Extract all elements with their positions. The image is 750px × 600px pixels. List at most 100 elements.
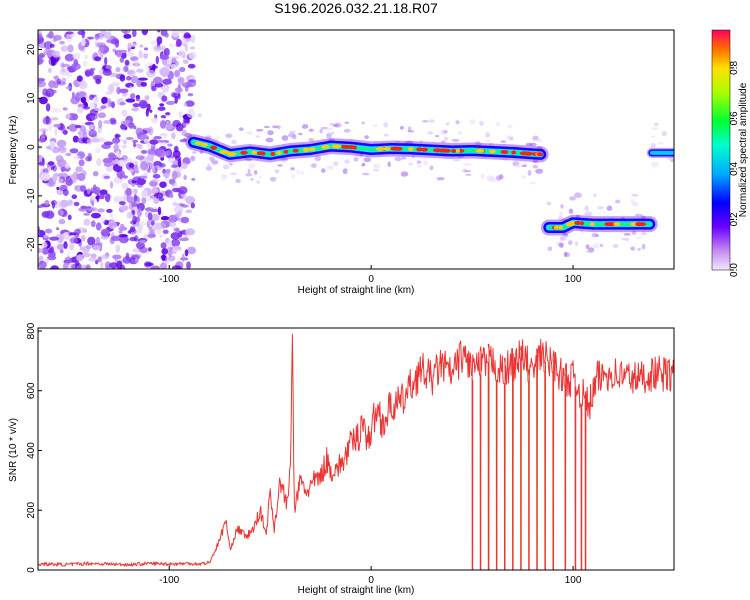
noise-speckle: [118, 226, 128, 231]
noise-speckle: [56, 186, 60, 190]
noise-speckle: [99, 52, 104, 59]
tone-halo-speckle: [436, 177, 442, 181]
noise-speckle: [43, 234, 49, 238]
noise-speckle: [185, 228, 196, 236]
noise-speckle: [178, 186, 188, 195]
tone-halo-speckle: [631, 193, 639, 197]
noise-speckle: [156, 139, 163, 143]
snr-x-tick-label: 0: [368, 575, 374, 586]
noise-speckle: [145, 262, 154, 267]
noise-speckle: [72, 53, 81, 60]
noise-speckle: [66, 250, 71, 258]
noise-speckle: [182, 59, 189, 65]
tone-halo-speckle: [324, 127, 333, 131]
heatmap-x-tick-label: 100: [565, 274, 582, 285]
noise-speckle: [182, 82, 192, 88]
noise-speckle: [78, 159, 85, 167]
noise-speckle: [43, 48, 52, 56]
noise-speckle: [157, 106, 166, 111]
noise-speckle: [80, 38, 86, 47]
noise-speckle: [185, 100, 195, 107]
tone-halo-speckle: [373, 124, 379, 127]
noise-speckle: [100, 228, 110, 237]
noise-speckle: [97, 256, 102, 263]
noise-speckle: [183, 174, 187, 180]
tone-halo-speckle: [574, 241, 579, 246]
noise-speckle: [160, 242, 167, 249]
noise-speckle: [53, 123, 62, 128]
noise-speckle: [72, 135, 79, 143]
noise-speckle: [96, 42, 106, 48]
noise-speckle: [133, 141, 136, 148]
noise-speckle: [67, 214, 72, 221]
noise-speckle: [98, 119, 103, 129]
noise-speckle: [190, 202, 195, 209]
noise-speckle: [119, 74, 126, 82]
tone-halo-speckle: [427, 131, 434, 135]
tone-halo-speckle: [631, 202, 639, 207]
tone-peak: [227, 152, 237, 157]
tone-halo-speckle: [209, 156, 215, 162]
noise-speckle: [122, 175, 128, 179]
noise-speckle: [74, 185, 84, 192]
noise-speckle: [167, 148, 172, 155]
noise-speckle: [51, 117, 59, 121]
tone-halo-speckle: [641, 243, 646, 250]
noise-speckle: [150, 40, 157, 45]
tone-halo-speckle: [485, 132, 491, 138]
tone-halo-speckle: [277, 125, 281, 130]
noise-speckle: [81, 245, 90, 253]
noise-speckle: [47, 161, 55, 166]
tone-halo-speckle: [469, 119, 476, 125]
tone-halo-speckle: [495, 122, 501, 127]
noise-speckle: [90, 220, 96, 228]
noise-speckle: [94, 33, 100, 40]
tone-halo-speckle: [361, 162, 366, 166]
tone-peak: [308, 147, 316, 152]
tone-halo-speckle: [329, 122, 334, 127]
tone-halo-speckle: [547, 246, 553, 251]
noise-speckle: [125, 98, 136, 103]
noise-speckle: [127, 230, 132, 234]
heatmap-x-tick-label: 0: [368, 274, 374, 285]
noise-speckle: [119, 57, 125, 63]
noise-speckle: [190, 155, 195, 161]
noise-speckle: [38, 78, 46, 82]
noise-speckle: [158, 163, 166, 168]
noise-speckle: [152, 63, 156, 71]
tone-halo-speckle: [516, 162, 521, 168]
noise-speckle: [91, 138, 100, 143]
noise-speckle: [65, 177, 73, 186]
noise-speckle: [76, 75, 83, 82]
tone-halo-speckle: [443, 130, 448, 133]
noise-speckle: [165, 155, 175, 159]
noise-speckle: [115, 244, 121, 253]
noise-speckle: [56, 78, 62, 85]
tone-halo-speckle: [452, 159, 461, 162]
noise-speckle: [166, 58, 172, 68]
noise-speckle: [143, 47, 149, 51]
tone-halo-speckle: [319, 128, 323, 134]
noise-speckle: [189, 79, 197, 83]
snr-panel: -100 0 100 0 200 400 600 800 Height of straigh…: [8, 322, 675, 596]
noise-speckle: [59, 68, 70, 76]
tone-halo-speckle: [591, 233, 598, 238]
noise-speckle: [173, 202, 180, 207]
noise-speckle: [71, 113, 78, 121]
noise-speckle: [169, 193, 174, 199]
noise-speckle: [123, 139, 127, 145]
noise-speckle: [108, 213, 114, 218]
noise-speckle: [38, 56, 44, 65]
noise-speckle: [119, 173, 123, 180]
heatmap-y-axis: -20 -10 0 10 20: [26, 44, 42, 252]
tone-halo-speckle: [314, 155, 322, 162]
noise-speckle: [78, 81, 88, 90]
noise-speckle: [141, 30, 148, 36]
tone-halo-speckle: [612, 244, 619, 248]
noise-speckle: [177, 210, 182, 217]
tone-halo-speckle: [308, 128, 314, 132]
tone-halo-speckle: [250, 178, 254, 181]
tone-peak: [630, 222, 637, 227]
noise-speckle: [129, 236, 137, 242]
noise-speckle: [178, 49, 185, 58]
